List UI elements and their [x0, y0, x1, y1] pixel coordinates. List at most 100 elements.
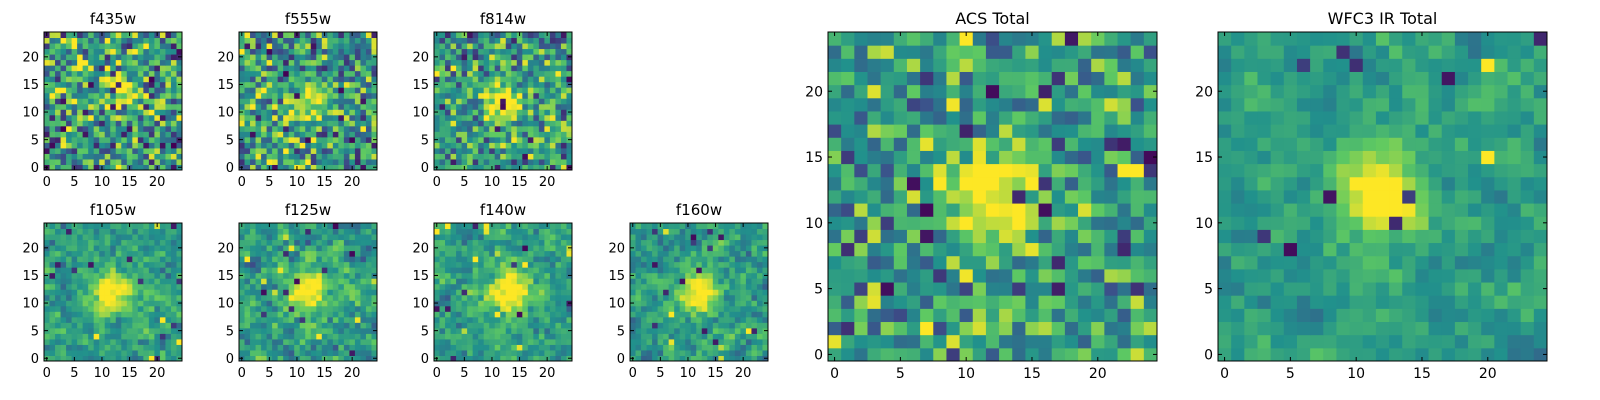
heatmap-cell: [239, 283, 246, 290]
heatmap-cell: [652, 316, 659, 323]
heatmap-cell: [49, 92, 56, 99]
heatmap-cell: [450, 261, 457, 268]
heatmap-cell: [365, 147, 372, 154]
heatmap-cell: [338, 142, 345, 149]
heatmap-cell: [255, 327, 262, 334]
heatmap-cell: [828, 282, 842, 296]
heatmap-cell: [745, 278, 752, 285]
heatmap-cell: [674, 338, 681, 345]
heatmap-cell: [93, 338, 100, 345]
heatmap-cell: [467, 316, 474, 323]
heatmap-cell: [630, 250, 637, 257]
heatmap-cell: [44, 338, 51, 345]
heatmap-cell: [467, 300, 474, 307]
heatmap-cell: [360, 164, 367, 171]
heatmap-cell: [244, 92, 251, 99]
heatmap-cell: [88, 278, 95, 285]
heatmap-cell: [555, 327, 562, 334]
heatmap-cell: [516, 142, 523, 149]
heatmap-cell: [751, 239, 758, 246]
heatmap-cell: [60, 267, 67, 274]
heatmap-cell: [679, 355, 686, 362]
heatmap-cell: [906, 255, 921, 270]
heatmap-cell: [255, 87, 262, 94]
heatmap-cell: [272, 283, 279, 290]
heatmap-cell: [549, 327, 556, 334]
heatmap-cell: [44, 289, 51, 296]
heatmap-cell: [66, 37, 73, 44]
heatmap-cell: [999, 189, 1013, 204]
heatmap-cell: [445, 316, 452, 323]
heatmap-cell: [338, 48, 345, 55]
heatmap-cell: [1104, 216, 1119, 230]
heatmap-cell: [332, 131, 339, 138]
heatmap-cell: [1051, 308, 1066, 323]
heatmap-cell: [244, 87, 251, 94]
heatmap-cell: [93, 59, 100, 66]
heatmap-cell: [723, 267, 730, 274]
heatmap-cell: [143, 109, 150, 116]
heatmap-cell: [310, 300, 317, 307]
heatmap-cell: [549, 267, 556, 274]
heatmap-cell: [1064, 295, 1079, 309]
heatmap-cell: [310, 114, 317, 121]
heatmap-cell: [566, 142, 573, 149]
heatmap-cell: [132, 278, 139, 285]
heatmap-cell: [511, 37, 518, 44]
heatmap-cell: [494, 158, 501, 165]
heatmap-cell: [55, 239, 62, 246]
heatmap-cell: [434, 37, 441, 44]
heatmap-cell: [718, 300, 725, 307]
heatmap-cell: [110, 142, 117, 149]
heatmap-cell: [49, 76, 56, 83]
heatmap-cell: [44, 278, 51, 285]
heatmap-cell: [478, 54, 485, 61]
heatmap-cell: [332, 98, 339, 105]
heatmap-cell: [729, 344, 736, 351]
heatmap-cell: [148, 311, 155, 318]
heatmap-cell: [327, 283, 334, 290]
heatmap-cell: [88, 37, 95, 44]
heatmap-cell: [154, 272, 161, 279]
heatmap-cell: [751, 333, 758, 340]
heatmap-cell: [707, 256, 714, 263]
heatmap-cell: [533, 65, 540, 72]
heatmap-cell: [751, 338, 758, 345]
heatmap-cell: [516, 333, 523, 340]
heatmap-cell: [745, 300, 752, 307]
heatmap-cell: [505, 245, 512, 252]
heatmap-cell: [321, 59, 328, 66]
heatmap-cells-f125w: [239, 223, 378, 362]
axes-frame: [238, 31, 378, 171]
heatmap-cell: [49, 311, 56, 318]
heatmap-cell: [472, 120, 479, 127]
heatmap-cell: [176, 37, 183, 44]
x-tick-label: 5: [70, 366, 78, 381]
heatmap-cell: [893, 334, 908, 349]
heatmap-cell: [261, 278, 268, 285]
heatmap-cell: [1117, 242, 1132, 257]
heatmap-cell: [668, 305, 675, 312]
heatmap-cell: [110, 267, 117, 274]
heatmap-cell: [143, 92, 150, 99]
heatmap-cell: [104, 300, 111, 307]
heatmap-cell: [920, 189, 934, 204]
heatmap-cell: [646, 234, 653, 241]
heatmap-cell: [288, 70, 295, 77]
heatmap-cell: [49, 87, 56, 94]
heatmap-cell: [445, 245, 452, 252]
heatmap-cell: [371, 32, 378, 39]
heatmap-cell: [450, 98, 457, 105]
heatmap-cell: [527, 125, 534, 132]
heatmap-cell: [121, 158, 128, 165]
heatmap-cell: [170, 48, 177, 55]
heatmap-cell: [893, 229, 908, 244]
heatmap-cell: [1091, 295, 1105, 309]
heatmap-cell: [244, 81, 251, 88]
heatmap-cell: [544, 131, 551, 138]
heatmap-cell: [288, 131, 295, 138]
heatmap-cell: [641, 250, 648, 257]
heatmap-cell: [349, 92, 356, 99]
heatmap-cell: [439, 250, 446, 257]
heatmap-cell: [143, 54, 150, 61]
